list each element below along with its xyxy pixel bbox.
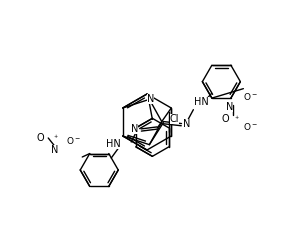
Text: $^+$: $^+$ — [233, 116, 240, 122]
Text: N: N — [50, 145, 58, 155]
Text: O$^-$: O$^-$ — [243, 121, 259, 132]
Text: Cl: Cl — [170, 114, 179, 124]
Text: N: N — [147, 94, 154, 104]
Text: $^+$: $^+$ — [52, 135, 59, 141]
Text: O$^-$: O$^-$ — [66, 134, 81, 146]
Text: HN: HN — [107, 139, 121, 149]
Text: N: N — [130, 124, 138, 134]
Text: N: N — [226, 102, 233, 112]
Text: O: O — [222, 114, 229, 124]
Text: N: N — [183, 119, 191, 129]
Text: HN: HN — [194, 97, 209, 107]
Text: O: O — [37, 133, 44, 143]
Text: O$^-$: O$^-$ — [243, 91, 259, 102]
